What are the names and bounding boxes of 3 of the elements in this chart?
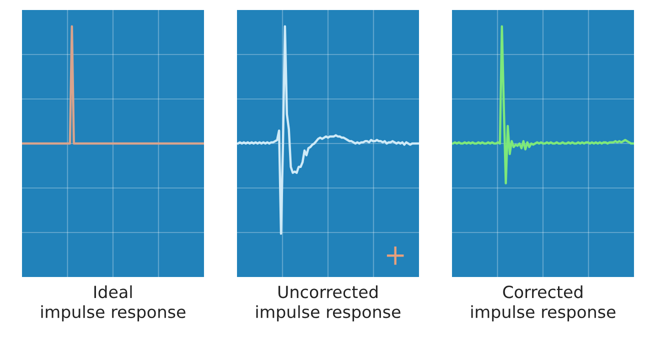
x-axis-title: Uncorrected impulse response — [256, 285, 400, 322]
x-axis-title: Ideal impulse response — [41, 285, 186, 322]
x-axis-title: Corrected impulse response — [471, 285, 616, 322]
